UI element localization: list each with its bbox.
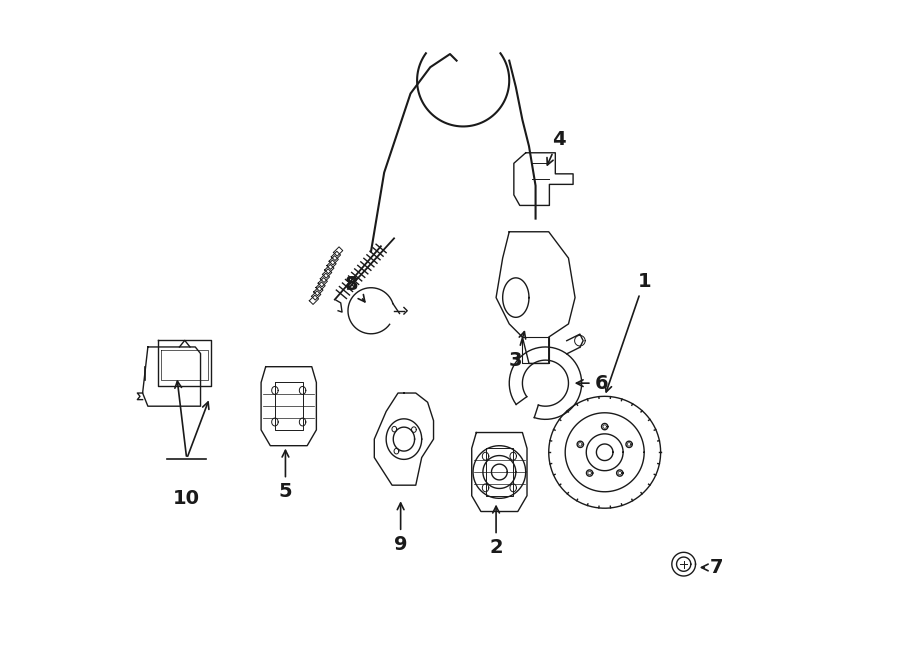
Text: 6: 6	[576, 373, 608, 393]
Text: 1: 1	[605, 272, 651, 392]
Text: 5: 5	[279, 450, 292, 501]
Text: 10: 10	[173, 489, 200, 508]
Text: 3: 3	[509, 332, 526, 369]
Text: 4: 4	[547, 130, 565, 165]
Text: 7: 7	[701, 558, 724, 577]
Text: 2: 2	[490, 506, 503, 557]
Text: 9: 9	[394, 503, 408, 554]
Text: 8: 8	[345, 275, 364, 302]
